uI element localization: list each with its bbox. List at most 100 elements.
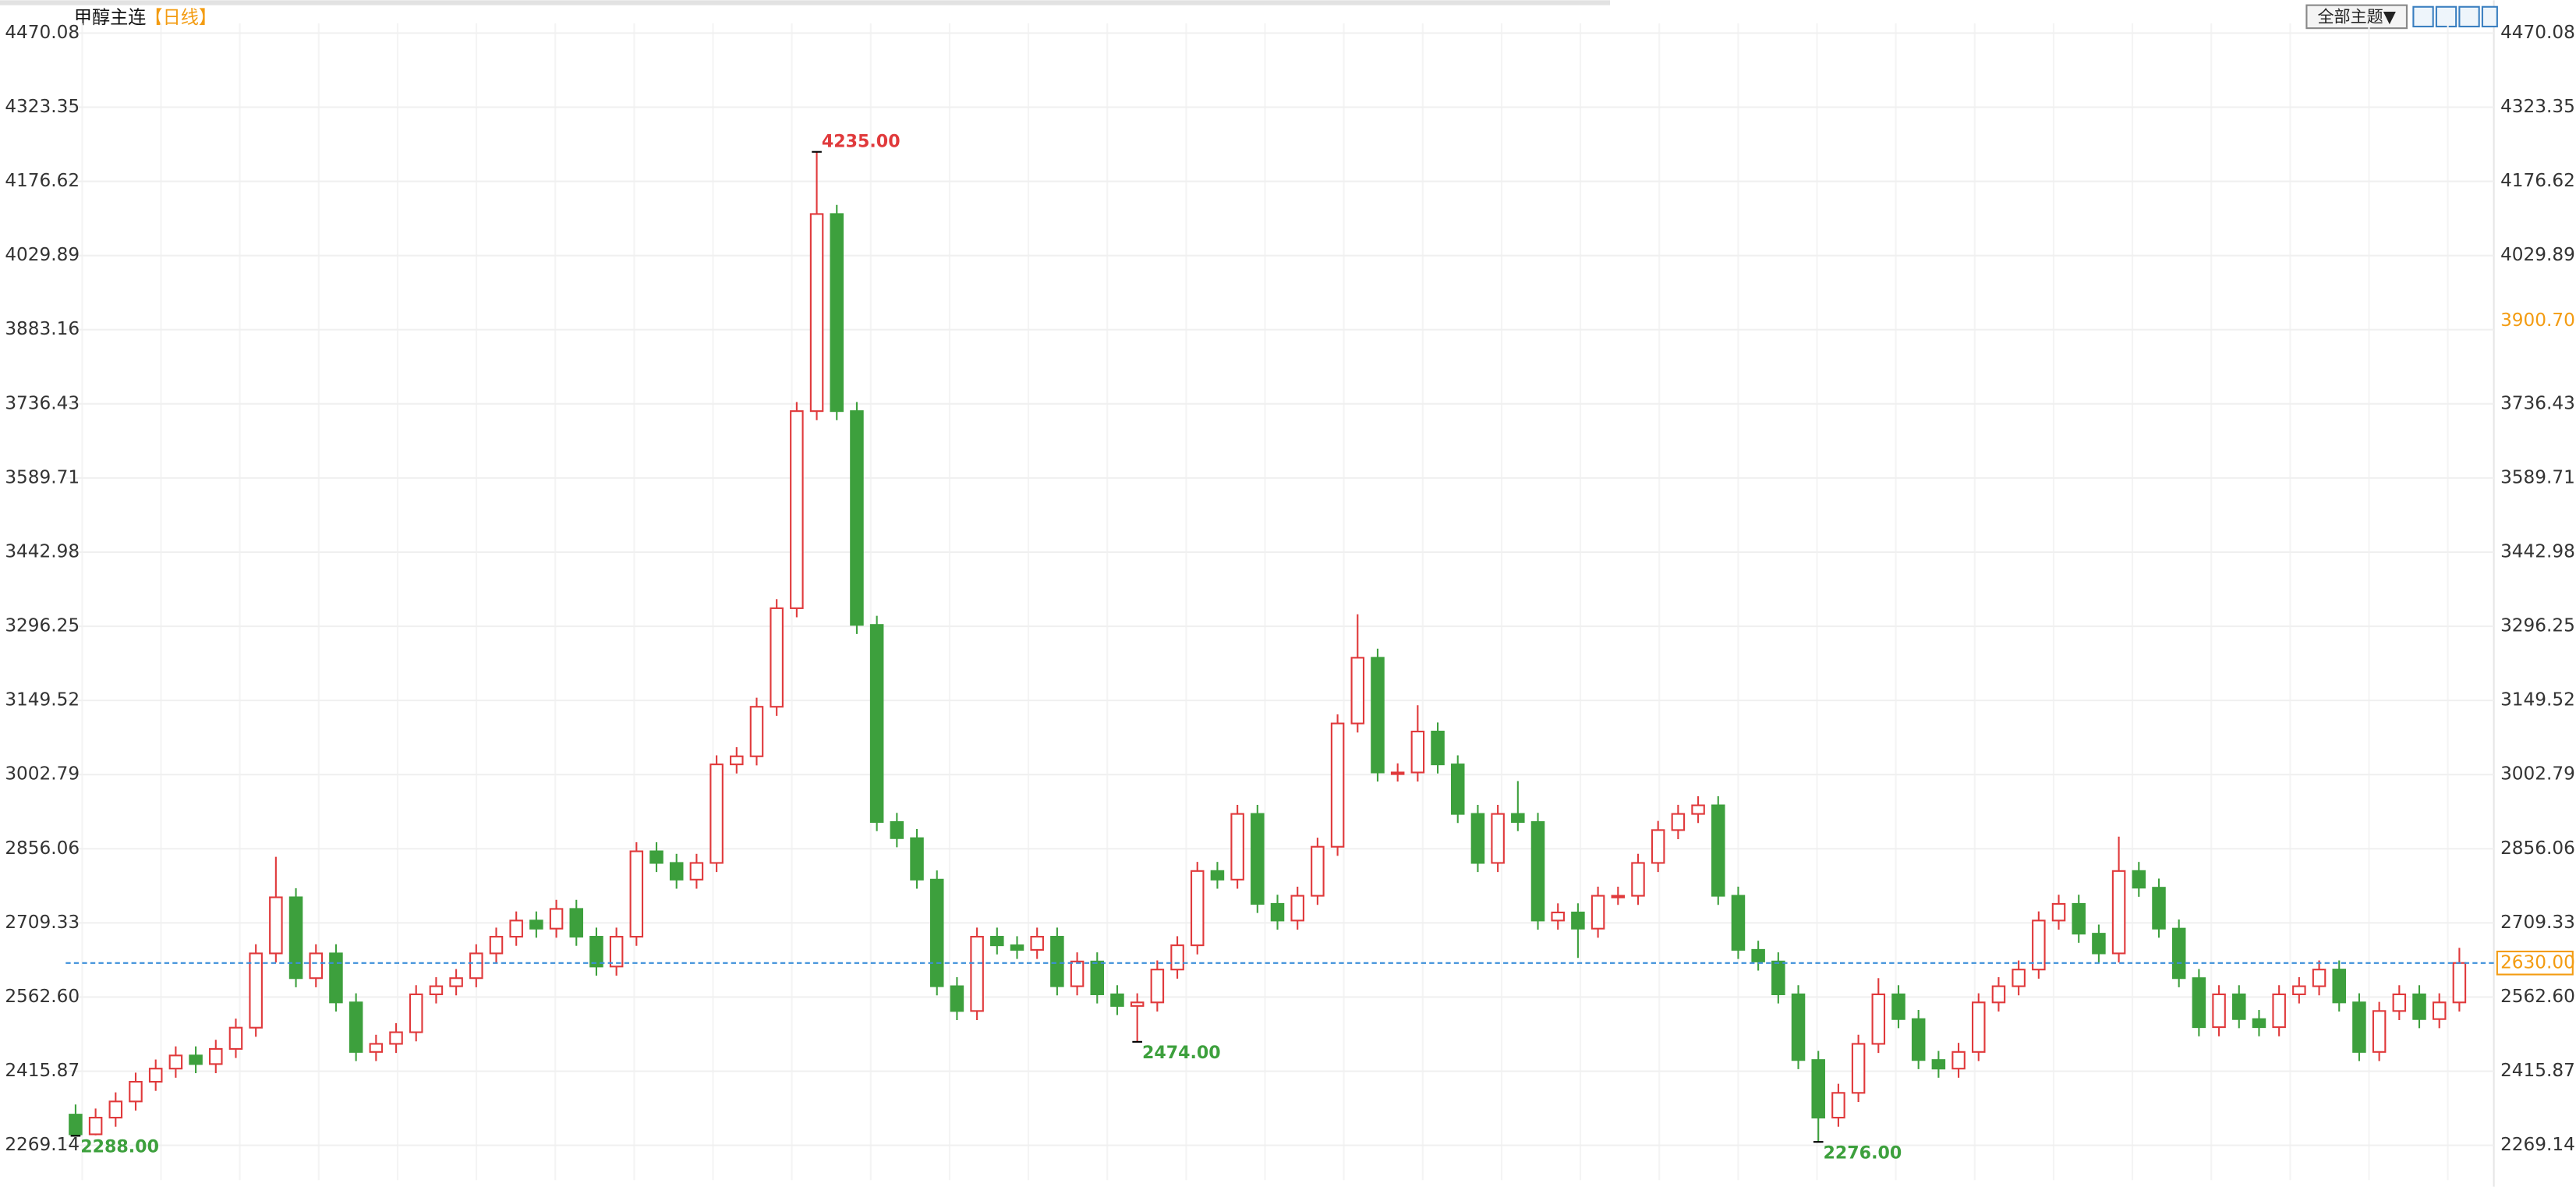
- candle-body: [970, 936, 984, 1012]
- zoom-button[interactable]: [2412, 5, 2434, 28]
- candle-body: [730, 755, 744, 766]
- candle-body: [1831, 1092, 1845, 1119]
- candle-body: [1150, 969, 1165, 1004]
- y2-tick-label: 2269.14: [2500, 1134, 2575, 1155]
- toolbar: 全部主题▼: [2305, 4, 2498, 30]
- theme-button-label[interactable]: 全部主题▼: [2317, 6, 2396, 26]
- candle-body: [108, 1100, 123, 1119]
- candle-body: [189, 1054, 203, 1065]
- candle-body: [2372, 1010, 2387, 1053]
- candle-body: [850, 410, 864, 626]
- candle-body: [1651, 829, 1665, 864]
- candle-body: [349, 1001, 363, 1053]
- candle-body: [409, 993, 423, 1033]
- y-tick-label: 3442.98: [5, 540, 80, 562]
- annotation-label: 2288.00: [80, 1137, 159, 1157]
- marker-label: 3900.70: [2500, 310, 2575, 331]
- candle-body: [249, 952, 263, 1029]
- candle-body: [910, 837, 924, 881]
- y-tick-label: 3883.16: [5, 318, 80, 339]
- candle-body: [1811, 1059, 1825, 1119]
- y2-tick-label: 3589.71: [2500, 466, 2575, 487]
- candle-body: [1190, 870, 1205, 947]
- candle-body: [890, 820, 904, 839]
- candle-body: [1711, 804, 1725, 897]
- candle-body: [629, 850, 644, 938]
- end-button[interactable]: [2481, 5, 2498, 28]
- candle-body: [1491, 813, 1505, 864]
- candle-body: [1130, 1001, 1145, 1007]
- candle-body: [1230, 813, 1244, 881]
- candle-body: [1991, 985, 2006, 1004]
- candle-body: [1871, 993, 1886, 1045]
- chart-title: 甲醇主连: [74, 7, 147, 28]
- candle-body: [2152, 887, 2166, 930]
- y-tick-label: 3002.79: [5, 764, 80, 785]
- candle-body: [1410, 730, 1425, 774]
- y2-tick-label: 2709.33: [2500, 912, 2575, 933]
- candle-body: [1851, 1043, 1866, 1094]
- candle-body: [529, 919, 543, 930]
- candle-body: [209, 1047, 223, 1065]
- candle-body: [1390, 771, 1405, 775]
- candle-body: [1891, 993, 1905, 1020]
- candle-body: [1050, 936, 1064, 987]
- candle-body: [2171, 927, 2186, 980]
- candle-body: [129, 1080, 143, 1103]
- candle-body: [1311, 845, 1325, 897]
- y2-tick-label: 4323.35: [2500, 96, 2575, 117]
- candle-body: [1631, 862, 1645, 897]
- candle-body: [2111, 870, 2126, 955]
- next-button[interactable]: [2458, 5, 2480, 28]
- candle-body: [2072, 902, 2086, 935]
- candle-body: [569, 908, 584, 938]
- candle-body: [1070, 960, 1085, 987]
- candle-body: [2092, 933, 2106, 955]
- candle-body: [2292, 985, 2306, 995]
- candle-body: [669, 862, 684, 881]
- y2-tick-label: 3296.25: [2500, 615, 2575, 636]
- candle-body: [809, 213, 824, 413]
- candle-body: [1530, 820, 1545, 922]
- candle-body: [770, 607, 784, 708]
- y2-tick-label: 3442.98: [2500, 540, 2575, 562]
- candle-body: [2012, 969, 2026, 987]
- y2-tick-label: 2562.60: [2500, 986, 2575, 1007]
- candle-body: [1010, 944, 1024, 951]
- y2-tick-label: 2415.87: [2500, 1060, 2575, 1081]
- candle-body: [1470, 813, 1485, 864]
- candle-body: [2232, 993, 2246, 1020]
- candle-body: [1771, 960, 1785, 995]
- y2-tick-label: 3149.52: [2500, 689, 2575, 710]
- candle-body: [2312, 969, 2327, 987]
- shrink-button[interactable]: [2435, 5, 2457, 28]
- annotation-label: 4235.00: [822, 132, 901, 152]
- candle-body: [1431, 730, 1445, 766]
- candle-body: [309, 952, 324, 980]
- y-tick-label: 2709.33: [5, 912, 80, 933]
- candle-body: [990, 936, 1004, 947]
- candle-body: [1270, 902, 1285, 922]
- candle-body: [1290, 895, 1304, 922]
- candle-body: [1330, 722, 1345, 848]
- last-price-label: 2630.00: [2500, 951, 2575, 973]
- candle-body: [1210, 870, 1225, 881]
- candle-body: [69, 1114, 83, 1136]
- last-price-box: [2496, 950, 2574, 976]
- annotation-label: 2474.00: [1142, 1043, 1221, 1063]
- candle-body: [1671, 813, 1686, 831]
- candle-body: [2332, 969, 2346, 1004]
- candle-body: [1611, 895, 1626, 898]
- candle-body: [1110, 993, 1124, 1007]
- candle-body: [2432, 1001, 2447, 1020]
- y2-tick-label: 3002.79: [2500, 764, 2575, 785]
- candle-body: [1371, 657, 1385, 774]
- y-tick-label: 2415.87: [5, 1060, 80, 1081]
- candle-body: [2272, 993, 2286, 1029]
- y-tick-label: 4323.35: [5, 96, 80, 117]
- theme-button[interactable]: [2305, 4, 2408, 30]
- top-scrollbar: [0, 0, 1610, 5]
- candle-body: [790, 410, 804, 609]
